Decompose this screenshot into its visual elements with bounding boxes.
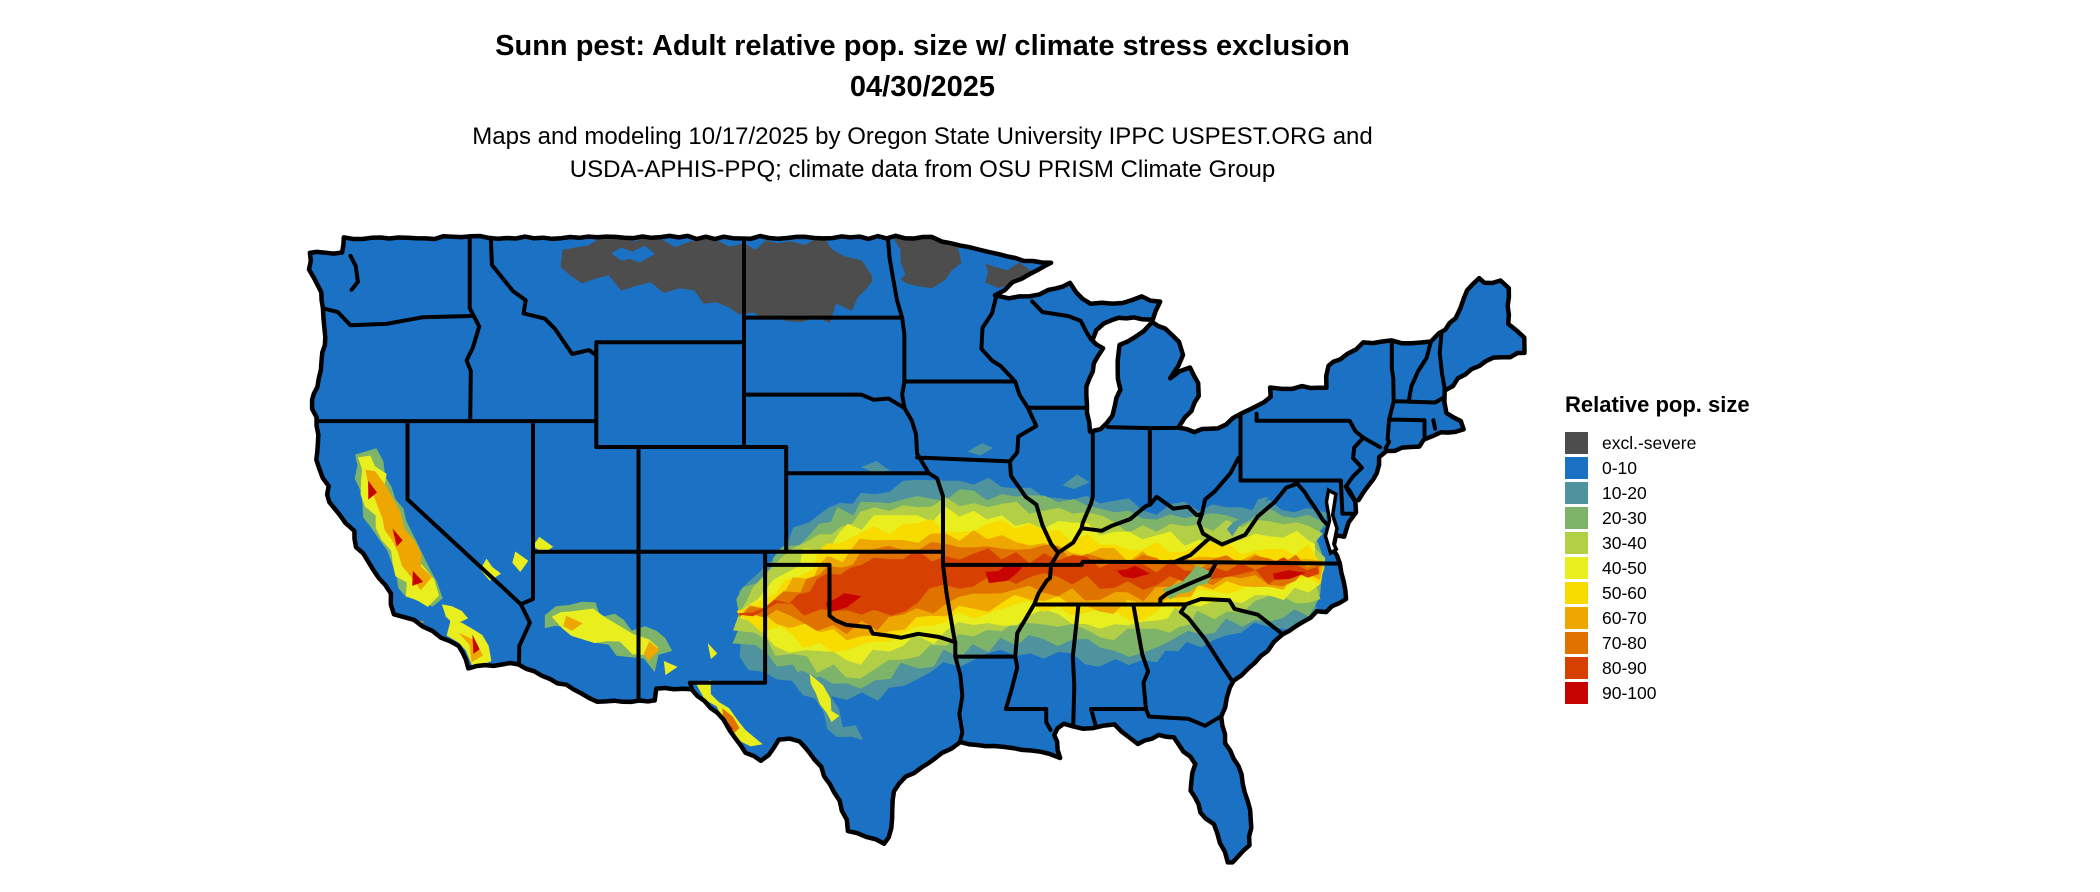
heat-region [480,558,501,581]
legend-swatch [1565,582,1588,604]
legend-item: 80-90 [1565,657,1750,679]
legend-item: excl.-severe [1565,432,1750,454]
heat-region [967,443,994,456]
legend-label: 40-50 [1602,558,1647,578]
legend-label: 20-30 [1602,508,1647,528]
heat-region [985,563,1023,584]
legend-swatch [1565,632,1588,654]
legend-title: Relative pop. size [1565,392,1750,417]
legend-item: 30-40 [1565,532,1750,554]
heat-region [533,536,554,554]
legend-label: 70-80 [1602,633,1647,653]
legend-item: 90-100 [1565,682,1750,704]
legend-item: 40-50 [1565,557,1750,579]
title-line-2: 04/30/2025 [849,71,996,103]
heat-region [472,634,480,654]
legend-swatch [1565,432,1588,454]
heat-region [887,235,962,289]
legend-swatch [1565,457,1588,479]
title-line-1: Sunn pest: Adult relative pop. size w/ c… [495,30,1350,62]
heat-region [663,661,678,676]
legend-swatch [1565,482,1588,504]
legend-item: 50-60 [1565,582,1750,604]
legend-swatch [1565,682,1588,704]
heat-region [809,673,840,723]
heat-region [458,632,483,663]
heat-region [563,615,583,631]
credits-line-2: USDA-APHIS-PPQ; climate data from OSU PR… [569,156,1276,183]
heat-region [825,593,862,613]
us-heatmap [302,223,1530,884]
legend-item: 0-10 [1565,457,1750,479]
credits-line-1: Maps and modeling 10/17/2025 by Oregon S… [472,123,1373,150]
heat-region [1062,474,1090,489]
legend-label: 0-10 [1602,458,1638,478]
figure-title: Sunn pest: Adult relative pop. size w/ c… [0,26,1845,108]
heat-region [368,480,377,500]
legend-swatch [1565,507,1588,529]
heat-region [512,551,529,572]
us-map-svg [306,233,1527,865]
conus-outline [306,233,1527,865]
legend-label: 60-70 [1602,608,1647,628]
heat-region [1116,565,1150,579]
heat-region [860,461,890,473]
legend-item: 20-30 [1565,507,1750,529]
legend-label: excl.-severe [1602,433,1697,453]
heat-region [696,679,763,747]
legend-swatch [1565,532,1588,554]
heat-region [870,235,906,305]
heat-region [1226,496,1269,537]
legend-label: 50-60 [1602,583,1647,603]
legend-label: 10-20 [1602,483,1647,503]
heat-region [738,548,1320,617]
chesapeake-bay [1323,487,1339,556]
legend-items: excl.-severe 0-10 10-20 20-30 30-40 40-50 50-6… [1565,432,1750,704]
puget-sound [348,253,360,292]
figure-credits: Maps and modeling 10/17/2025 by Oregon S… [0,120,1845,186]
legend-item: 60-70 [1565,607,1750,629]
heat-region [412,570,424,586]
legend: Relative pop. size excl.-severe 0-10 10-20… [1565,392,1750,707]
legend-swatch [1565,557,1588,579]
legend-item: 70-80 [1565,632,1750,654]
heat-region [611,245,655,263]
heat-region [551,608,659,655]
heat-region [392,528,403,547]
state-borders [316,235,1448,746]
legend-swatch [1565,657,1588,679]
legend-item: 10-20 [1565,482,1750,504]
legend-label: 90-100 [1602,683,1657,703]
legend-label: 80-90 [1602,658,1647,678]
heat-region [441,604,469,625]
heat-region [1272,570,1306,580]
legend-swatch [1565,607,1588,629]
legend-label: 30-40 [1602,533,1647,553]
heat-region [365,469,432,591]
heat-region [643,641,660,662]
heat-region [720,693,740,737]
